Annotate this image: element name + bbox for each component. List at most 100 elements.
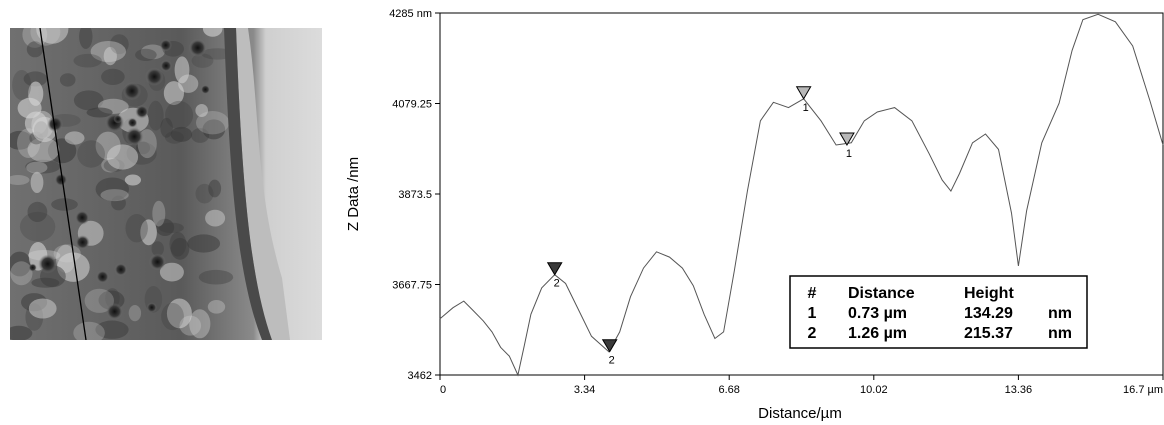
cursor-marker — [546, 262, 563, 276]
surface-pit — [149, 253, 166, 271]
cursor-marker-label: 1 — [803, 102, 809, 114]
surface-pit — [127, 117, 138, 128]
cursor-marker — [601, 339, 618, 353]
legend-row1-index: 1 — [808, 305, 817, 322]
legend-header-distance: Distance — [848, 285, 915, 302]
surface-grain — [73, 90, 104, 111]
x-tick-label: 3.34 — [574, 384, 595, 396]
surface-grain — [109, 34, 129, 55]
surface-grain — [77, 140, 105, 168]
surface-pit — [54, 173, 68, 187]
surface-pit — [104, 113, 125, 133]
surface-grain — [56, 244, 76, 273]
surface-grain — [196, 111, 230, 135]
legend-row1-distance: 0.73 µm — [848, 305, 907, 322]
surface-grain — [170, 237, 190, 260]
legend-header-height: Height — [964, 285, 1014, 302]
surface-grain — [59, 73, 76, 87]
profile-section-line — [39, 28, 87, 340]
y-axis-title: Z Data /nm — [345, 157, 362, 231]
surface-pit — [114, 263, 128, 276]
surface-grain — [10, 175, 30, 185]
surface-pit — [159, 39, 172, 52]
afm-surface-texture — [10, 28, 234, 340]
surface-grain — [124, 174, 141, 186]
surface-grain — [106, 144, 139, 170]
surface-pit — [113, 114, 123, 124]
x-tick-label: 16.7 µm — [1123, 384, 1163, 396]
surface-grain — [195, 104, 208, 117]
y-tick-label: 3462 — [408, 370, 432, 382]
surface-grain — [79, 28, 93, 49]
surface-grain — [165, 131, 184, 144]
surface-pit — [38, 254, 58, 274]
cursor-marker-label: 2 — [609, 355, 615, 367]
surface-pit — [28, 263, 37, 272]
surface-grain — [169, 231, 187, 257]
surface-pit — [123, 82, 141, 101]
x-tick-label: 10.02 — [860, 384, 888, 396]
surface-pit — [96, 270, 110, 284]
surface-grain — [100, 189, 129, 202]
surface-grain — [21, 293, 48, 312]
x-tick-label: 0 — [440, 384, 446, 396]
surface-grain — [90, 41, 127, 62]
surface-grain — [128, 305, 142, 322]
surface-grain — [140, 219, 157, 246]
x-tick-label: 6.68 — [718, 384, 739, 396]
surface-grain — [73, 53, 102, 68]
surface-grain — [25, 159, 61, 174]
surface-pit — [188, 38, 207, 57]
surface-grain — [165, 100, 194, 130]
legend-header-index: # — [808, 285, 817, 302]
surface-grain — [189, 309, 211, 339]
surface-pit — [74, 210, 90, 225]
surface-grain — [191, 128, 210, 143]
surface-grain — [125, 214, 148, 243]
surface-pit — [125, 127, 144, 146]
surface-grain — [95, 131, 121, 160]
surface-grain — [207, 300, 226, 314]
afm-edge-shadow — [224, 28, 272, 340]
surface-grain — [26, 41, 44, 58]
x-axis-title: Distance/µm — [758, 405, 842, 422]
surface-grain — [10, 261, 33, 286]
surface-grain — [198, 269, 234, 285]
surface-grain — [25, 303, 44, 331]
x-axis: 0 3.34 6.68 10.02 13.36 16.7 µm — [439, 375, 1164, 396]
legend-row1-unit: nm — [1048, 305, 1072, 322]
legend-row2-index: 2 — [808, 325, 817, 342]
surface-pit — [106, 303, 123, 320]
surface-grain — [159, 262, 184, 282]
surface-grain — [101, 68, 125, 85]
surface-grain — [53, 244, 81, 263]
surface-grain — [86, 107, 113, 118]
surface-grain — [103, 159, 125, 172]
surface-grain — [202, 28, 223, 37]
surface-grain — [26, 161, 48, 174]
legend-row1-height: 134.29 — [964, 305, 1013, 322]
surface-grain — [187, 234, 221, 253]
measurement-legend: # Distance Height 1 0.73 µm 134.29 nm 2 … — [789, 275, 1088, 349]
surface-grain — [73, 321, 105, 340]
surface-grain — [10, 130, 33, 150]
surface-grain — [95, 177, 129, 201]
surface-grain — [103, 47, 117, 66]
surface-grain — [95, 320, 129, 339]
surface-pit — [75, 235, 90, 250]
surface-grain — [17, 97, 42, 119]
surface-grain — [10, 325, 33, 340]
surface-grain — [27, 137, 60, 163]
cursor-marker-label: 2 — [554, 278, 560, 290]
cursor-markers: 2 2 1 1 — [546, 86, 855, 367]
surface-grain — [51, 198, 78, 211]
surface-pit — [135, 105, 149, 119]
cursor-marker — [795, 86, 812, 100]
surface-grain — [151, 241, 164, 257]
surface-grain — [179, 315, 202, 336]
surface-grain — [166, 298, 192, 329]
surface-grain — [19, 211, 56, 242]
surface-grain — [135, 48, 157, 61]
y-axis: 3462 3667.75 3873.5 4079.25 4285 nm — [389, 8, 440, 382]
surface-pit — [160, 59, 173, 72]
